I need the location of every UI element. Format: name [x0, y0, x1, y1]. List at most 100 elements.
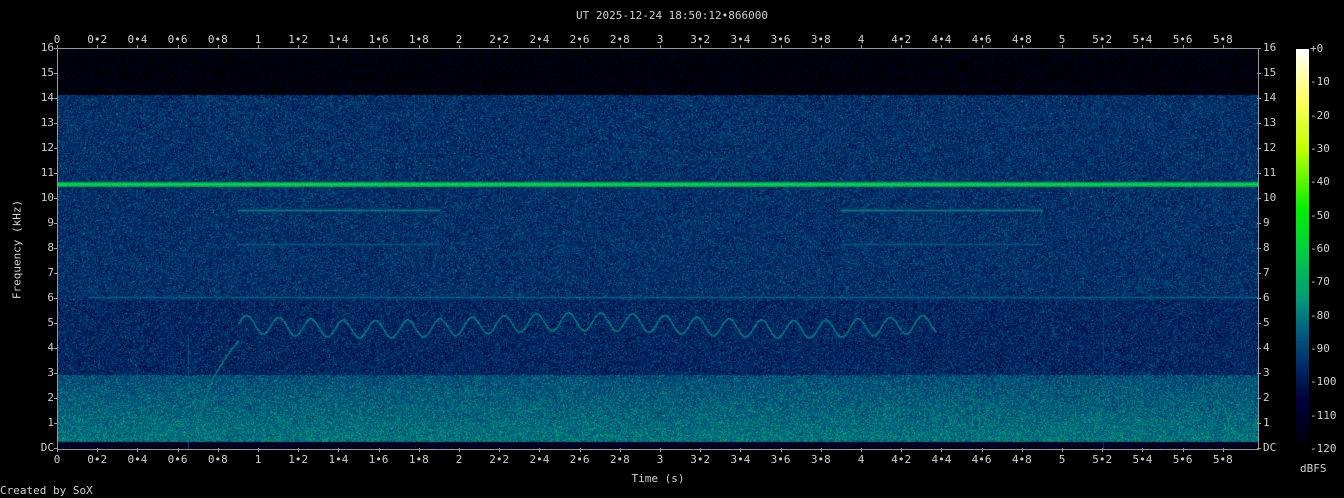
y-tick-mark: [54, 123, 58, 124]
y-tick-label-right: 3: [1263, 366, 1270, 379]
x-tick-label-top: 4•6: [972, 33, 992, 46]
y-tick-mark: [1257, 223, 1261, 224]
y-tick-mark: [54, 398, 58, 399]
x-tick-mark: [1102, 448, 1103, 452]
y-tick-mark: [54, 173, 58, 174]
colorbar-tick-label: -50: [1310, 209, 1330, 222]
y-tick-label-left: 2: [47, 391, 54, 404]
y-tick-mark: [54, 448, 58, 449]
y-tick-label-right: 8: [1263, 241, 1270, 254]
y-tick-mark: [1257, 98, 1261, 99]
y-tick-label-right: 14: [1263, 91, 1276, 104]
x-tick-label-top: 2•2: [489, 33, 509, 46]
x-tick-label-bottom: 4•4: [931, 453, 951, 466]
colorbar-tick-label: -10: [1310, 75, 1330, 88]
y-tick-label-left: 8: [47, 241, 54, 254]
x-tick-label-top: 5•4: [1132, 33, 1152, 46]
y-tick-mark: [1257, 173, 1261, 174]
colorbar-tick-label: -120: [1310, 442, 1337, 455]
x-tick-mark: [700, 448, 701, 452]
x-tick-label-top: 5•2: [1092, 33, 1112, 46]
x-tick-label-bottom: 2•8: [610, 453, 630, 466]
x-tick-mark: [137, 448, 138, 452]
x-tick-label-bottom: 1•2: [288, 453, 308, 466]
spectrogram-heatmap: [58, 49, 1258, 449]
x-tick-label-bottom: 5•6: [1173, 453, 1193, 466]
x-tick-label-top: 0•8: [208, 33, 228, 46]
y-tick-mark: [54, 223, 58, 224]
x-tick-label-top: 3•4: [730, 33, 750, 46]
y-tick-mark: [54, 373, 58, 374]
y-tick-label-left: 6: [47, 291, 54, 304]
x-tick-mark: [298, 448, 299, 452]
y-tick-mark: [54, 73, 58, 74]
x-axis-label: Time (s): [0, 472, 1316, 485]
x-tick-label-top: 5: [1059, 33, 1066, 46]
colorbar-tick-label: -110: [1310, 409, 1337, 422]
y-tick-label-left: 1: [47, 416, 54, 429]
x-tick-label-top: 5•8: [1213, 33, 1233, 46]
y-tick-label-left: DC: [41, 441, 54, 454]
x-tick-label-bottom: 2•6: [570, 453, 590, 466]
colorbar: [1296, 49, 1309, 449]
y-tick-mark: [1257, 323, 1261, 324]
y-tick-label-left: 9: [47, 216, 54, 229]
x-tick-mark: [218, 448, 219, 452]
x-tick-mark: [580, 448, 581, 452]
x-tick-label-top: 0•6: [168, 33, 188, 46]
y-tick-label-right: 15: [1263, 66, 1276, 79]
x-tick-label-bottom: 2: [456, 453, 463, 466]
y-tick-mark: [1257, 48, 1261, 49]
x-tick-label-top: 5•6: [1173, 33, 1193, 46]
y-tick-mark: [1257, 273, 1261, 274]
colorbar-tick-label: -30: [1310, 142, 1330, 155]
y-tick-label-right: 5: [1263, 316, 1270, 329]
x-tick-label-top: 0•4: [127, 33, 147, 46]
x-tick-label-top: 0: [54, 33, 61, 46]
x-tick-mark: [1183, 448, 1184, 452]
x-tick-mark: [740, 448, 741, 452]
x-tick-mark: [499, 448, 500, 452]
x-tick-label-bottom: 0•4: [127, 453, 147, 466]
x-tick-label-top: 1•4: [328, 33, 348, 46]
y-tick-label-right: 4: [1263, 341, 1270, 354]
x-tick-label-top: 4•2: [891, 33, 911, 46]
y-tick-label-right: 12: [1263, 141, 1276, 154]
x-tick-mark: [821, 448, 822, 452]
x-tick-label-top: 1•2: [288, 33, 308, 46]
y-tick-mark: [54, 98, 58, 99]
x-tick-mark: [379, 448, 380, 452]
x-tick-label-bottom: 1•6: [369, 453, 389, 466]
y-tick-label-left: 14: [41, 91, 54, 104]
x-tick-label-top: 0•2: [87, 33, 107, 46]
y-tick-label-right: 11: [1263, 166, 1276, 179]
created-by-sox: Created by SoX: [0, 484, 93, 497]
x-tick-label-top: 2: [456, 33, 463, 46]
colorbar-tick-label: -60: [1310, 242, 1330, 255]
x-tick-mark: [178, 448, 179, 452]
y-tick-label-left: 12: [41, 141, 54, 154]
y-tick-mark: [1257, 298, 1261, 299]
colorbar-tick-label: -80: [1310, 309, 1330, 322]
y-tick-mark: [54, 273, 58, 274]
x-tick-label-bottom: 5: [1059, 453, 1066, 466]
y-tick-label-left: 10: [41, 191, 54, 204]
x-tick-label-bottom: 5•2: [1092, 453, 1112, 466]
x-tick-label-top: 4•4: [931, 33, 951, 46]
x-tick-label-bottom: 0•2: [87, 453, 107, 466]
y-tick-label-right: 13: [1263, 116, 1276, 129]
y-tick-mark: [54, 298, 58, 299]
y-tick-mark: [1257, 123, 1261, 124]
y-tick-mark: [54, 148, 58, 149]
y-tick-label-left: 15: [41, 66, 54, 79]
y-tick-mark: [1257, 198, 1261, 199]
x-tick-label-bottom: 3•2: [690, 453, 710, 466]
y-tick-label-left: 5: [47, 316, 54, 329]
x-tick-label-bottom: 2•4: [529, 453, 549, 466]
x-tick-mark: [419, 448, 420, 452]
y-tick-label-left: 7: [47, 266, 54, 279]
y-tick-label-left: 13: [41, 116, 54, 129]
y-tick-mark: [54, 323, 58, 324]
x-tick-label-bottom: 3•6: [771, 453, 791, 466]
x-tick-label-top: 3•8: [811, 33, 831, 46]
